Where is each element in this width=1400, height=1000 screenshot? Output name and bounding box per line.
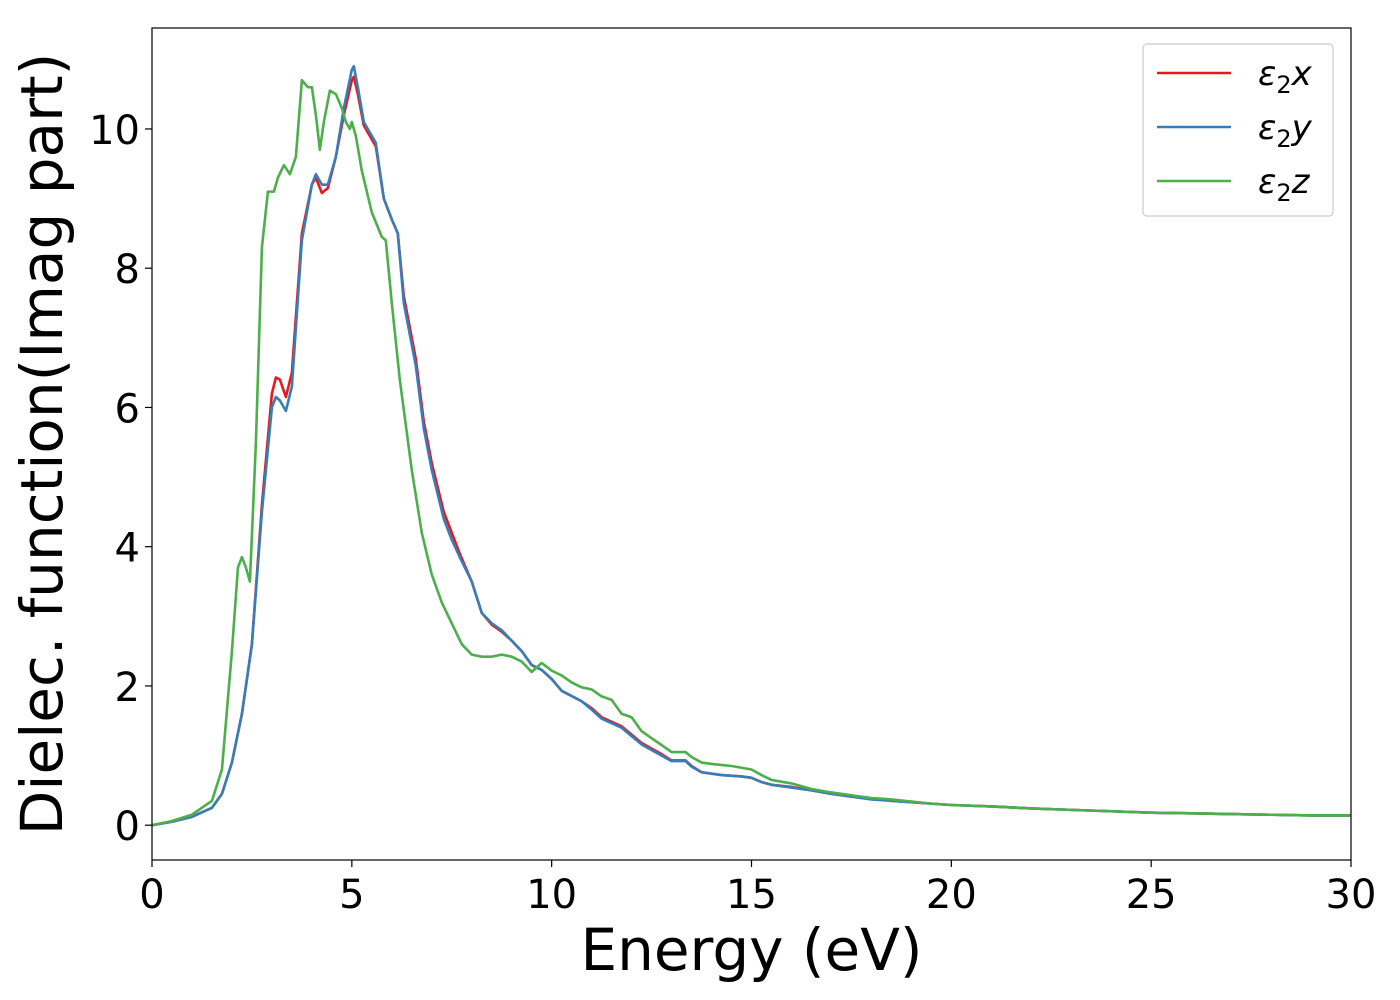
y-tick-label: 2 [115, 665, 140, 711]
y-tick-label: 0 [115, 804, 140, 850]
legend-label-x: ε2x [1258, 54, 1313, 99]
y-tick-label: 6 [115, 386, 140, 432]
legend: ε2x ε2y ε2z [1142, 43, 1334, 217]
y-tick-label: 8 [115, 247, 140, 293]
x-axis: 0 5 10 15 20 25 30 [139, 860, 1376, 918]
series-layer [152, 64, 1351, 827]
y-axis-label: Dielec. function(Imag part) [8, 53, 76, 836]
y-tick-label: 4 [115, 526, 140, 572]
y-axis: 0 2 4 6 8 10 [89, 108, 152, 850]
y-tick-label: 10 [89, 108, 140, 154]
x-tick-label: 25 [1126, 872, 1177, 918]
legend-box [1142, 43, 1334, 217]
legend-label-z: ε2z [1258, 162, 1311, 207]
series-line-y [152, 64, 1351, 827]
x-tick-label: 15 [726, 872, 777, 918]
x-tick-label: 5 [339, 872, 364, 918]
x-tick-label: 0 [139, 872, 164, 918]
x-tick-label: 20 [926, 872, 977, 918]
legend-label-y: ε2y [1258, 108, 1313, 153]
x-tick-label: 10 [526, 872, 577, 918]
x-tick-label: 30 [1326, 872, 1377, 918]
series-line-z [152, 78, 1351, 827]
x-axis-label: Energy (eV) [580, 916, 922, 984]
